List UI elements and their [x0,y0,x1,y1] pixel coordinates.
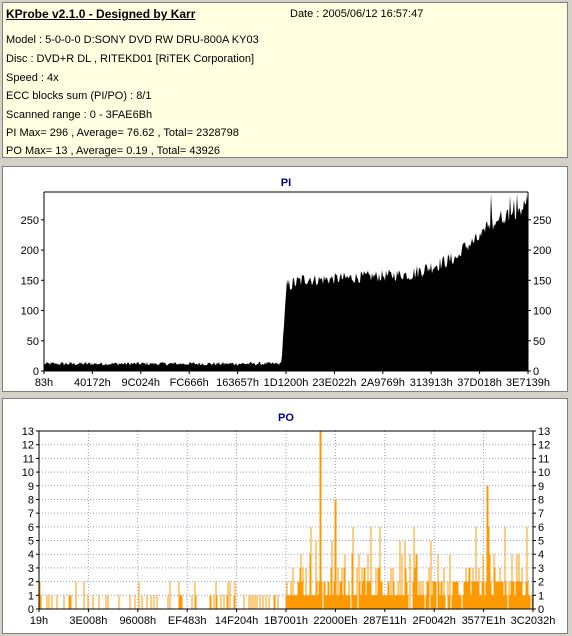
po-y-tick-label-left: 11 [23,453,34,465]
pi-x-tick-label: 3E7139h [506,377,550,389]
po-y-tick-label-right: 8 [538,494,544,506]
pi-y-tick-label-right: 200 [533,245,551,257]
po-y-tick-label-right: 7 [538,508,544,520]
pi-x-tick-label: 23E022h [312,377,356,389]
info-disc: Disc : DVD+R DL , RITEKD01 [RiTEK Corpor… [6,53,255,65]
po-y-tick-label-right: 10 [538,467,550,479]
po-series-bars [39,431,533,609]
po-y-tick-label-left: 5 [28,536,34,548]
po-x-tick-label: 3E008h [69,615,107,627]
po-y-tick-label-left: 13 [22,426,34,438]
po-y-tick-label-right: 13 [538,426,550,438]
po-y-tick-label-left: 7 [28,508,34,520]
pi-y-tick-label-right: 250 [533,215,551,227]
po-x-tick-label: 22000Eh [313,615,357,627]
po-y-tick-label-right: 1 [538,590,544,602]
po-y-tick-label-right: 9 [538,481,544,493]
po-chart-panel: PO 0 0 1 1 2 2 3 3 4 4 5 5 6 6 7 7 8 8 9 9 10 10 11 11 12 12 13 13 19… [2,398,568,634]
po-y-tick-label-right: 12 [538,440,550,452]
po-y-tick-label-right: 11 [538,453,549,465]
info-pi-stats: PI Max= 296 , Average= 76.62 , Total= 23… [6,127,239,139]
po-chart-title: PO [278,412,294,424]
po-y-tick-label-left: 1 [28,590,34,602]
po-x-tick-label: EF483h [168,615,207,627]
po-x-tick-label: 96008h [119,615,156,627]
pi-y-tick-label-left: 250 [21,215,39,227]
po-x-tick-label: 19h [30,615,48,627]
po-x-tick-label: 2F0042h [412,615,455,627]
po-y-tick-label-right: 5 [538,536,544,548]
po-y-tick-label-left: 0 [28,604,34,616]
pi-x-tick-label: 163657h [216,377,259,389]
po-x-tick-label: 3577E1h [462,615,506,627]
po-y-tick-label-right: 2 [538,577,544,589]
pi-x-tick-label: 40172h [74,377,111,389]
pi-y-tick-label-right: 50 [533,336,545,348]
pi-y-tick-label-right: 150 [533,275,551,287]
pi-x-tick-label: FC666h [170,377,209,389]
pi-x-tick-label: 2A9769h [361,377,405,389]
po-y-tick-label-left: 2 [28,577,34,589]
info-model: Model : 5-0-0-0 D:SONY DVD RW DRU-800A K… [6,34,259,46]
po-y-tick-label-right: 6 [538,522,544,534]
po-y-tick-label-left: 4 [28,549,34,561]
po-y-tick-label-right: 3 [538,563,544,575]
pi-y-tick-label-left: 200 [21,245,39,257]
scan-date: Date : 2005/06/12 16:57:47 [290,8,424,20]
po-y-tick-label-right: 4 [538,549,544,561]
po-y-tick-label-left: 9 [28,481,34,493]
pi-y-tick-label-left: 150 [21,275,39,287]
po-x-tick-label: 14F204h [215,615,258,627]
info-scanned-range: Scanned range : 0 - 3FAE6Bh [6,109,153,121]
pi-series-bars [44,193,528,371]
pi-x-tick-label: 9C024h [122,377,161,389]
po-x-tick-label: 287E11h [363,615,406,627]
po-y-tick-label-right: 0 [538,604,544,616]
po-y-tick-label-left: 10 [22,467,34,479]
info-speed: Speed : 4x [6,72,59,84]
po-y-tick-label-left: 6 [28,522,34,534]
pi-x-tick-label: 313913h [410,377,453,389]
info-panel: KProbe v2.1.0 - Designed by Karr Date : … [2,2,568,158]
po-x-tick-label: 1B7001h [264,615,308,627]
pi-chart: PI 0 0 50 50 100 100 150 150 200 200 250 250 83h 40172… [21,177,552,389]
pi-y-tick-label-right: 100 [533,306,551,318]
pi-x-tick-label: 1D1200h [264,377,309,389]
app-title: KProbe v2.1.0 - Designed by Karr [6,7,196,21]
po-y-tick-label-left: 8 [28,494,34,506]
po-y-tick-label-left: 12 [22,440,34,452]
pi-y-tick-label-right: 0 [533,366,539,378]
pi-y-tick-label-left: 100 [21,306,39,318]
pi-chart-panel: PI 0 0 50 50 100 100 150 150 200 200 250 250 83h 40172… [2,166,568,392]
info-po-stats: PO Max= 13 , Average= 0.19 , Total= 4392… [6,145,220,157]
pi-y-tick-label-left: 0 [33,366,39,378]
pi-chart-title: PI [281,177,291,189]
pi-y-tick-label-left: 50 [27,336,39,348]
po-x-tick-label: 3C2032h [511,615,556,627]
pi-x-tick-label: 37D018h [457,377,502,389]
info-ecc-sum: ECC blocks sum (PI/PO) : 8/1 [6,90,152,102]
po-y-tick-label-left: 3 [28,563,34,575]
pi-x-tick-label: 83h [35,377,53,389]
